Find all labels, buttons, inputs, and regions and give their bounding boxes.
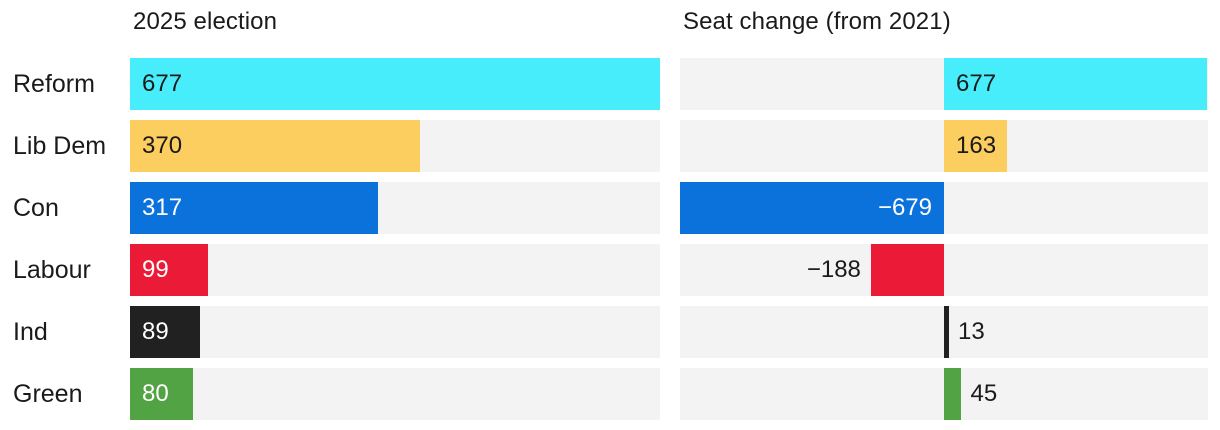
change-value-label: −679 [877, 194, 932, 221]
seats-track: 89 [130, 306, 660, 358]
change-bar [944, 368, 962, 420]
change-value-label: 163 [956, 132, 997, 159]
change-track: −188 [680, 244, 1208, 296]
change-track: 45 [680, 368, 1208, 420]
seats-value-label: 677 [142, 70, 183, 97]
header-gap [660, 0, 680, 50]
seats-track: 317 [130, 182, 660, 234]
seats-track: 370 [130, 120, 660, 172]
seats-bar: 80 [130, 368, 193, 420]
right-chart-header: Seat change (from 2021) [680, 0, 1208, 58]
change-bar [944, 120, 1008, 172]
change-bar [944, 306, 950, 358]
party-label: Ind [13, 317, 48, 346]
change-value-label: 45 [970, 380, 998, 407]
party-label: Green [13, 379, 83, 408]
change-track: −679 [680, 182, 1208, 234]
seats-bar: 89 [130, 306, 200, 358]
seats-track: 677 [130, 58, 660, 110]
seats-bar: 99 [130, 244, 208, 296]
seats-value-label: 89 [142, 318, 169, 345]
change-track: 677 [680, 58, 1208, 110]
party-label: Reform [13, 69, 95, 98]
change-track: 163 [680, 120, 1208, 172]
party-label: Lib Dem [13, 131, 107, 160]
seats-value-label: 80 [142, 380, 169, 407]
seats-bar: 370 [130, 120, 420, 172]
seats-value-label: 317 [142, 194, 183, 221]
change-bar [680, 182, 944, 234]
left-chart-title: 2025 election [133, 8, 278, 35]
seats-track: 99 [130, 244, 660, 296]
header-spacer [0, 0, 130, 50]
change-value-label: 677 [956, 70, 997, 97]
party-label: Labour [13, 255, 91, 284]
seats-bar: 317 [130, 182, 379, 234]
seats-bar: 677 [130, 58, 660, 110]
seats-track: 80 [130, 368, 660, 420]
party-label: Con [13, 193, 59, 222]
change-value-label: 13 [958, 318, 985, 345]
change-bar [944, 58, 1208, 110]
right-chart-title: Seat change (from 2021) [683, 8, 951, 35]
seats-value-label: 99 [142, 256, 169, 283]
change-value-label: −188 [806, 256, 861, 283]
change-bar [870, 244, 944, 296]
seats-value-label: 370 [142, 132, 183, 159]
left-chart-header: 2025 election [130, 0, 660, 58]
change-track: 13 [680, 306, 1208, 358]
